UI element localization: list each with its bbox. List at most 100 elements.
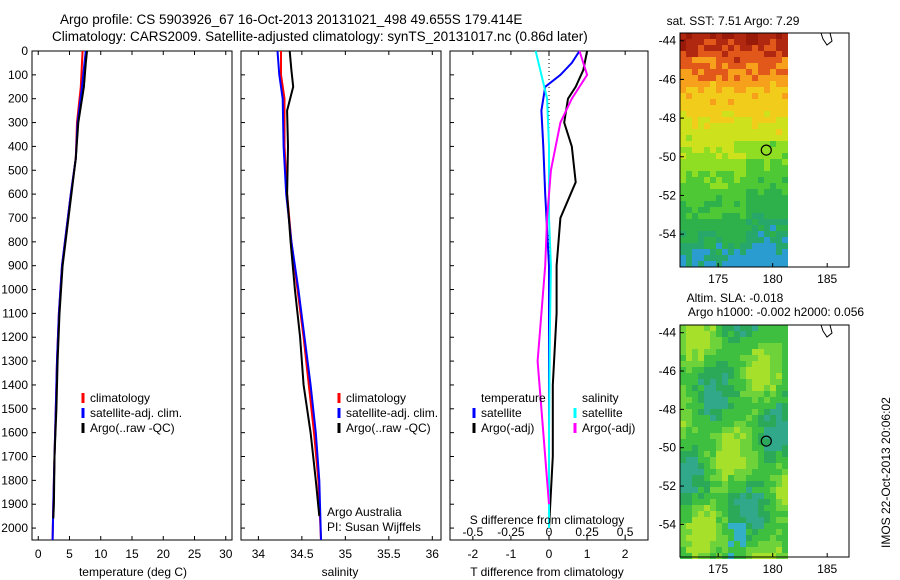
sla-map-subtitle: Argo h1000: -0.002 h2000: 0.056 (688, 305, 864, 319)
map-cell (764, 337, 770, 343)
map-x-tick-label: 175 (708, 272, 728, 286)
difference-xlabel: T difference from climatology (470, 565, 624, 579)
map-cell (704, 39, 710, 45)
map-cell (782, 349, 788, 355)
map-cell (722, 189, 728, 195)
map-cell (680, 57, 686, 63)
map-cell (686, 427, 692, 433)
map-cell (782, 243, 788, 249)
map-cell (770, 249, 776, 255)
map-cell (716, 105, 722, 111)
map-cell (728, 213, 734, 219)
map-cell (716, 135, 722, 141)
map-cell (758, 451, 764, 457)
map-cell (740, 117, 746, 123)
x-tick-label: 25 (188, 547, 202, 561)
map-cell (776, 237, 782, 243)
map-cell (698, 487, 704, 493)
map-cell (716, 469, 722, 475)
map-cell (764, 261, 770, 267)
map-cell (758, 391, 764, 397)
map-cell (752, 141, 758, 147)
map-cell (782, 439, 788, 445)
map-cell (704, 415, 710, 421)
map-cell (764, 499, 770, 505)
map-cell (770, 481, 776, 487)
x-tick-label: 20 (157, 547, 171, 561)
map-cell (686, 39, 692, 45)
map-cell (716, 207, 722, 213)
map-cell (746, 225, 752, 231)
map-cell (770, 391, 776, 397)
y-tick-label: 1600 (1, 426, 28, 440)
map-cell (758, 355, 764, 361)
top-tick-label: 0.25 (575, 525, 599, 539)
map-cell (776, 553, 782, 559)
map-cell (680, 45, 686, 51)
map-cell (704, 379, 710, 385)
map-cell (758, 403, 764, 409)
map-cell (728, 517, 734, 523)
map-cell (692, 249, 698, 255)
map-cell (716, 475, 722, 481)
map-cell (776, 195, 782, 201)
map-cell (740, 463, 746, 469)
map-cell (704, 517, 710, 523)
map-cell (680, 141, 686, 147)
map-cell (764, 445, 770, 451)
map-cell (692, 553, 698, 559)
map-cell (734, 529, 740, 535)
map-cell (734, 505, 740, 511)
map-cell (764, 331, 770, 337)
map-cell (698, 201, 704, 207)
map-cell (734, 439, 740, 445)
map-cell (782, 165, 788, 171)
map-cell (746, 255, 752, 261)
map-cell (782, 249, 788, 255)
map-cell (752, 415, 758, 421)
map-cell (728, 391, 734, 397)
map-cell (716, 255, 722, 261)
map-cell (764, 439, 770, 445)
map-cell (746, 219, 752, 225)
map-cell (776, 463, 782, 469)
map-cell (722, 355, 728, 361)
map-cell (740, 123, 746, 129)
map-cell (740, 93, 746, 99)
map-cell (728, 33, 734, 39)
map-cell (698, 535, 704, 541)
map-cell (686, 165, 692, 171)
map-cell (686, 403, 692, 409)
map-cell (764, 51, 770, 57)
map-cell (704, 367, 710, 373)
map-cell (740, 99, 746, 105)
map-cell (758, 123, 764, 129)
map-cell (716, 325, 722, 331)
map-cell (776, 93, 782, 99)
map-cell (686, 75, 692, 81)
map-cell (704, 433, 710, 439)
map-cell (680, 535, 686, 541)
map-cell (698, 523, 704, 529)
map-x-tick-label: 185 (817, 272, 837, 286)
x-tick-label: 0 (35, 547, 42, 561)
map-cell (746, 403, 752, 409)
map-cell (770, 219, 776, 225)
map-x-tick-label: 185 (817, 562, 837, 576)
map-cell (740, 159, 746, 165)
map-cell (770, 505, 776, 511)
map-cell (782, 391, 788, 397)
map-cell (776, 69, 782, 75)
map-cell (734, 183, 740, 189)
map-cell (698, 337, 704, 343)
map-cell (752, 493, 758, 499)
map-cell (734, 69, 740, 75)
map-cell (716, 225, 722, 231)
map-cell (758, 129, 764, 135)
map-cell (686, 499, 692, 505)
map-cell (734, 111, 740, 117)
map-cell (764, 231, 770, 237)
map-cell (710, 355, 716, 361)
map-cell (758, 379, 764, 385)
map-cell (722, 367, 728, 373)
